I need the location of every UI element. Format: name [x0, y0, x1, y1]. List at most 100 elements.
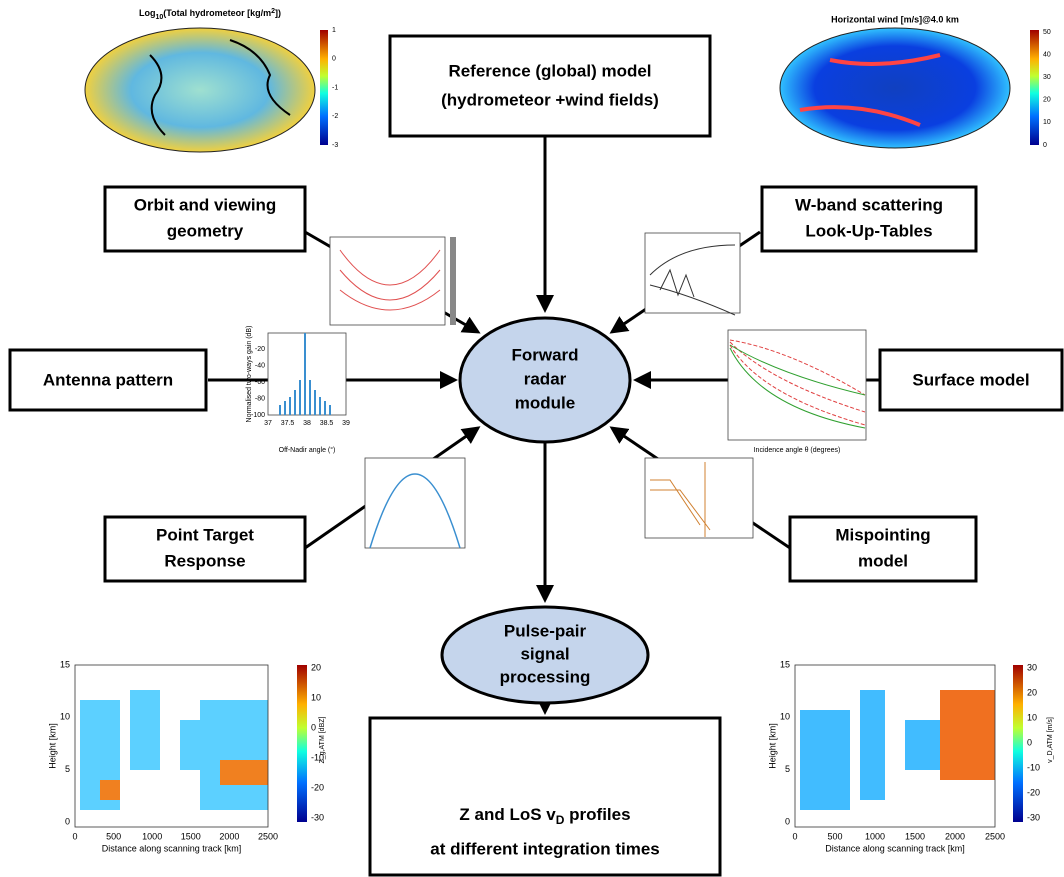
- node-label: signal: [520, 644, 569, 663]
- wind-band: [799, 53, 941, 127]
- node-box: [8, 348, 208, 412]
- x-tick-label: 1000: [865, 831, 885, 841]
- curves: [649, 244, 736, 316]
- node-label: Response: [164, 551, 245, 570]
- node-box: [388, 34, 712, 138]
- reflectivity-plot: [80, 665, 307, 822]
- y-tick-label: -60: [255, 379, 265, 386]
- node-label: Look-Up-Tables: [805, 221, 932, 240]
- node-label: module: [515, 393, 575, 412]
- y-tick-label: 15: [780, 659, 790, 669]
- x-tick-label: 2000: [945, 831, 965, 841]
- node-label: Antenna pattern: [43, 370, 173, 389]
- node-label: (hydrometeor +wind fields): [441, 90, 659, 109]
- y-tick-label: 15: [60, 659, 70, 669]
- tick-label: 20: [1027, 687, 1037, 697]
- tick-label: 20: [311, 662, 321, 672]
- map-globe: [84, 27, 316, 153]
- x-tick-label: 500: [827, 831, 842, 841]
- plot-frame: [727, 329, 867, 441]
- colorbar: [297, 665, 307, 822]
- tick-label: 10: [311, 692, 321, 702]
- node-label: Forward: [511, 345, 578, 364]
- gain-pattern: [279, 333, 331, 415]
- curves: [729, 344, 866, 429]
- data-field: [100, 760, 268, 800]
- data-field: [800, 690, 945, 810]
- plot-frame: [329, 236, 446, 326]
- plot-frame: [267, 332, 347, 416]
- node-label: Orbit and viewing: [134, 195, 277, 214]
- colorbar: [1013, 665, 1023, 822]
- x-tick-label: 1000: [142, 831, 162, 841]
- map-title: Horizontal wind [m/s]@4.0 km: [831, 14, 959, 24]
- curves: [650, 462, 711, 537]
- node-box: [760, 185, 978, 253]
- x-tick-label: 37.5: [281, 420, 295, 427]
- tick-label: -3: [332, 142, 338, 149]
- tick-label: 10: [1027, 712, 1037, 722]
- node-box: [788, 515, 978, 583]
- x-tick-label: 1500: [905, 831, 925, 841]
- map-title-part: (Total hydrometeor [kg/m: [163, 8, 271, 18]
- map-title-part: Log: [139, 8, 156, 18]
- axis-label: Distance along scanning track [km]: [102, 843, 242, 853]
- node-box: [878, 348, 1064, 412]
- tick-label: -10: [1027, 762, 1040, 772]
- x-tick-label: 38: [303, 420, 311, 427]
- node-box: [368, 716, 722, 877]
- tick-label: 0: [311, 722, 316, 732]
- tick-label: 10: [1043, 119, 1051, 126]
- axis-label: Normalised two-ways gain (dB): [246, 326, 253, 423]
- x-tick-label: 37: [264, 420, 272, 427]
- plot-frame: [364, 457, 466, 549]
- tick-label: 1: [332, 27, 336, 34]
- map-title: Log10(Total hydrometeor [kg/m2]): [139, 8, 281, 21]
- node-label: radar: [524, 369, 567, 388]
- axis-label: Off-Nadir angle (°): [279, 446, 336, 454]
- colorbar: [1030, 30, 1039, 145]
- x-tick-label: 500: [106, 831, 121, 841]
- plot-frame: [74, 664, 269, 828]
- node-label: Pulse-pair: [504, 621, 587, 640]
- node-label: geometry: [167, 221, 244, 240]
- mispointing-plot: [644, 457, 754, 539]
- node-label: model: [858, 551, 908, 570]
- tick-label: -30: [311, 812, 324, 822]
- y-tick-label: -100: [251, 412, 265, 419]
- node-label: Z and LoS vD profiles: [459, 805, 630, 827]
- coastline: [149, 39, 291, 136]
- x-tick-label: 0: [72, 831, 77, 841]
- tick-label: -20: [1027, 787, 1040, 797]
- y-tick-label: 5: [785, 764, 790, 774]
- y-tick-label: 0: [65, 816, 70, 826]
- y-tick-label: 5: [65, 764, 70, 774]
- node-ellipse: [440, 605, 650, 705]
- node-label: Surface model: [912, 370, 1029, 389]
- y-tick-label: -80: [255, 395, 265, 402]
- node-ellipse: [458, 316, 632, 444]
- y-tick-label: -20: [255, 346, 265, 353]
- plot-frame: [644, 457, 754, 539]
- tick-label: 30: [1027, 662, 1037, 672]
- node-box: [103, 515, 307, 583]
- y-tick-label: -40: [255, 363, 265, 370]
- tick-label: 0: [1043, 142, 1047, 149]
- tick-label: 0: [1027, 737, 1032, 747]
- tick-label: 30: [1043, 74, 1051, 81]
- y-tick-label: 10: [780, 712, 790, 722]
- node-label: Mispointing: [835, 525, 930, 544]
- tick-label: 50: [1043, 29, 1051, 36]
- plot-frame: [644, 232, 741, 314]
- tick-label: 20: [1043, 97, 1051, 104]
- data-field: [940, 690, 995, 780]
- plot-frame: [794, 664, 996, 828]
- node-label: processing: [500, 667, 591, 686]
- node-label-part: Z and LoS v: [459, 805, 556, 824]
- tick-label: -1: [332, 84, 338, 91]
- response-curve: [369, 473, 461, 549]
- antenna-plot: Normalised two-ways gain (dB) Off-Nadir …: [246, 326, 347, 454]
- surface-plot: Incidence angle θ (degrees): [727, 329, 867, 454]
- axis-label: Height [km]: [47, 723, 57, 769]
